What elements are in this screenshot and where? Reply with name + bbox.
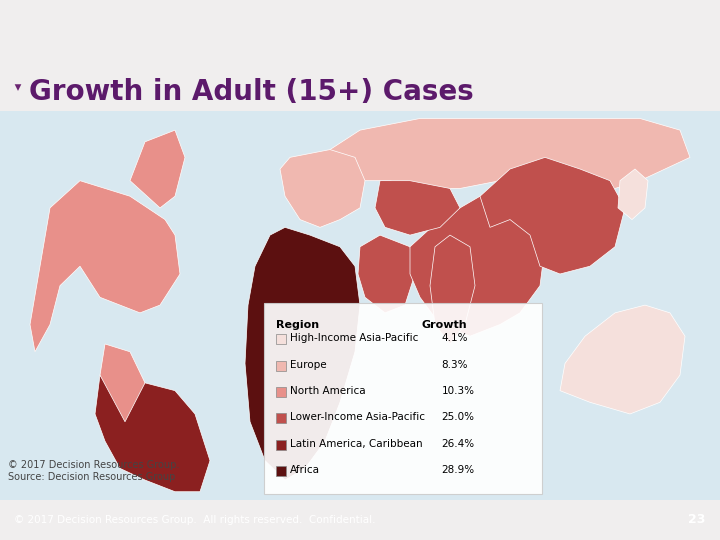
Polygon shape <box>480 157 625 274</box>
Bar <box>276 334 287 344</box>
Bar <box>276 361 287 370</box>
Text: Lower-Income Asia-Pacific: Lower-Income Asia-Pacific <box>290 413 426 422</box>
Text: 26.4%: 26.4% <box>441 439 474 449</box>
Text: 28.9%: 28.9% <box>441 465 474 475</box>
Polygon shape <box>280 150 365 227</box>
Polygon shape <box>330 118 690 196</box>
Polygon shape <box>245 227 360 480</box>
Bar <box>276 440 287 450</box>
Polygon shape <box>430 235 475 344</box>
Text: North America: North America <box>290 386 366 396</box>
Text: © 2017 Decision Resources Group.  All rights reserved.  Confidential.: © 2017 Decision Resources Group. All rig… <box>14 515 376 525</box>
Text: 10.3%: 10.3% <box>441 386 474 396</box>
Polygon shape <box>410 188 545 336</box>
Text: Europe: Europe <box>290 360 327 369</box>
Text: 23: 23 <box>688 513 706 526</box>
Text: 4.1%: 4.1% <box>441 333 468 343</box>
Polygon shape <box>130 130 185 208</box>
Text: © 2017 Decision Resources Group.
Source: Decision Resources Group: © 2017 Decision Resources Group. Source:… <box>8 460 179 482</box>
Polygon shape <box>618 169 648 220</box>
Text: 25.0%: 25.0% <box>441 413 474 422</box>
Text: Growth in Adult (15+) Cases: Growth in Adult (15+) Cases <box>29 78 474 106</box>
Bar <box>276 387 287 397</box>
Polygon shape <box>30 181 180 352</box>
Text: High-Income Asia-Pacific: High-Income Asia-Pacific <box>290 333 419 343</box>
Polygon shape <box>375 181 460 235</box>
Polygon shape <box>95 375 210 492</box>
Polygon shape <box>100 344 145 422</box>
Bar <box>276 466 287 476</box>
Polygon shape <box>560 305 685 414</box>
Text: Growth: Growth <box>421 320 467 330</box>
Text: Africa: Africa <box>290 465 320 475</box>
Polygon shape <box>358 235 415 313</box>
FancyBboxPatch shape <box>264 303 542 494</box>
Bar <box>276 414 287 423</box>
Text: Latin America, Caribbean: Latin America, Caribbean <box>290 439 423 449</box>
Text: 8.3%: 8.3% <box>441 360 468 369</box>
Text: Region: Region <box>276 320 320 330</box>
